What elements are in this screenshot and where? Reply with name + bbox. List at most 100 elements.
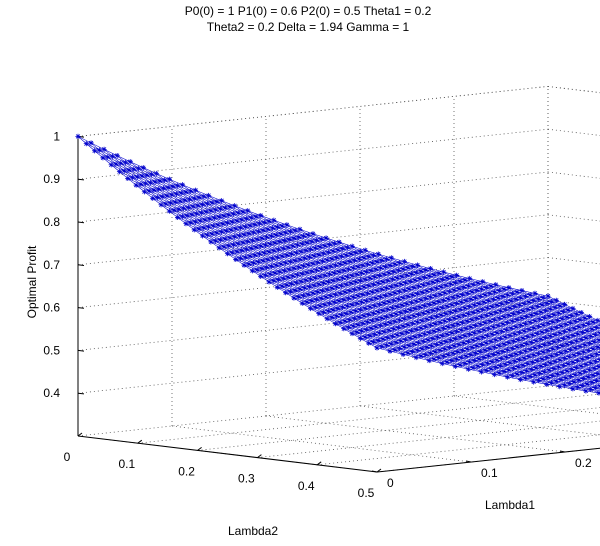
data-point (294, 242, 301, 248)
data-point (251, 260, 257, 266)
data-point (167, 200, 174, 206)
data-point (181, 205, 187, 211)
data-point (377, 322, 384, 329)
data-point (388, 255, 394, 261)
data-point (500, 348, 506, 355)
data-point (510, 365, 517, 371)
data-point (253, 214, 259, 220)
data-point (288, 281, 295, 287)
data-point (319, 258, 326, 264)
data-point (411, 313, 417, 319)
data-point (472, 350, 479, 356)
data-point (426, 330, 432, 336)
data-point (343, 252, 349, 258)
data-point (362, 305, 368, 311)
data-point (367, 333, 373, 339)
data-point (578, 309, 584, 316)
data-point (567, 347, 574, 353)
data-point (548, 326, 555, 332)
data-point (284, 222, 290, 228)
data-point (140, 165, 146, 171)
data-point (509, 290, 515, 297)
data-point (514, 316, 520, 323)
data-point (360, 291, 366, 298)
data-point (310, 260, 316, 267)
data-point (287, 259, 294, 265)
data-point (564, 341, 570, 347)
data-point (459, 320, 466, 326)
data-point (387, 320, 393, 326)
data-point (357, 248, 364, 255)
data-point (233, 226, 239, 232)
data-point (585, 321, 591, 327)
data-point (563, 321, 569, 327)
data-point (589, 326, 595, 332)
data-point (468, 296, 474, 302)
data-point (480, 306, 486, 313)
data-point (325, 308, 331, 314)
data-point (542, 335, 549, 341)
data-point (366, 311, 372, 318)
data-point (554, 344, 561, 350)
data-point (317, 244, 323, 250)
data-point (494, 330, 500, 336)
data-point (228, 227, 234, 233)
data-point (230, 211, 237, 217)
data-point (463, 298, 469, 304)
data-point (176, 206, 182, 212)
data-point (153, 170, 159, 177)
data-point (279, 223, 285, 229)
data-point (410, 292, 416, 298)
data-point (273, 262, 279, 268)
data-point (195, 202, 201, 209)
data-point (399, 273, 405, 280)
data-point (439, 333, 445, 339)
data-point (419, 318, 425, 324)
data-point (267, 241, 273, 247)
data-point (557, 357, 563, 363)
data-point (335, 247, 341, 253)
data-point (361, 284, 367, 290)
data-point (425, 337, 431, 343)
data-point (576, 377, 582, 383)
data-point (395, 324, 401, 331)
data-point (419, 346, 425, 352)
data-point (490, 324, 496, 330)
data-point (234, 248, 240, 255)
data-point (512, 358, 518, 364)
data-point (253, 244, 259, 250)
data-point (300, 263, 307, 269)
data-point (435, 278, 441, 284)
data-point (92, 148, 98, 154)
data-point (360, 262, 366, 269)
data-point (470, 281, 476, 288)
data-point (514, 344, 520, 350)
data-point (396, 317, 403, 323)
data-point (220, 221, 226, 227)
data-point (552, 331, 558, 338)
data-point (355, 322, 361, 328)
data-point (526, 354, 532, 360)
data-point (280, 245, 286, 251)
data-point (418, 353, 424, 359)
data-point (313, 296, 320, 303)
data-point (462, 277, 468, 283)
data-point (270, 225, 276, 231)
data-point (291, 265, 297, 271)
data-point (487, 290, 493, 297)
data-point (271, 278, 277, 284)
data-point (556, 364, 562, 370)
data-point (522, 321, 529, 327)
y-tick-label: 0.2 (575, 456, 592, 470)
data-point (309, 298, 315, 304)
data-point (577, 370, 583, 376)
data-point (592, 385, 598, 391)
data-point (129, 175, 136, 181)
data-point (369, 289, 375, 295)
data-point (432, 293, 438, 299)
data-point (239, 217, 245, 223)
data-point (564, 314, 570, 320)
data-point (393, 311, 399, 317)
data-point (312, 275, 318, 281)
